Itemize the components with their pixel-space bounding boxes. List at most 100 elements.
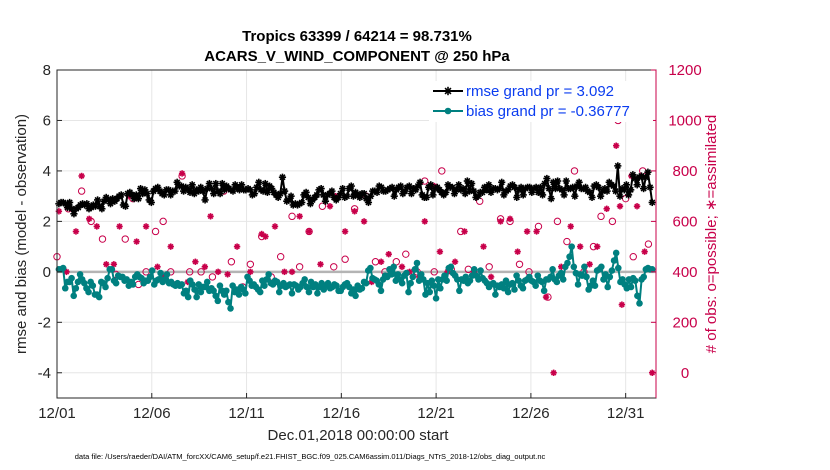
rmse-point-269	[633, 181, 641, 189]
bias-point-10	[76, 271, 84, 278]
obs-possible-point-58	[608, 217, 617, 226]
obs-assimilated-point-40	[398, 263, 406, 270]
left-axis-ticks: -4 -2 0 2 4 6 8	[38, 62, 62, 382]
bias-point-177	[430, 282, 438, 290]
bias-point-252	[589, 277, 597, 284]
rmse-point-247-stroke	[586, 189, 593, 196]
obs-possible-point-11	[159, 217, 167, 226]
rmse-point-163-stroke	[406, 182, 413, 190]
bias-point-160	[394, 271, 402, 278]
rmse-point-180	[442, 188, 450, 196]
bias-point-178	[432, 295, 440, 302]
rmse-point-40-stroke	[141, 186, 148, 193]
bias-point-211	[502, 277, 510, 284]
rmse-point-76-stroke	[219, 180, 226, 187]
rmse-point-168-stroke	[416, 179, 424, 186]
bias-point-240	[564, 259, 571, 267]
bias-point-23	[104, 274, 111, 282]
right-tick-label-0: 0	[681, 365, 689, 382]
obs-assimilated-point-67-stroke	[619, 301, 625, 308]
obs-assimilated-point-34-stroke	[342, 228, 348, 235]
bias-point-139	[350, 286, 357, 293]
obs-assimilated-point-7	[110, 261, 118, 268]
obs-possible-point-4	[98, 235, 107, 243]
bias-point-253	[591, 282, 599, 290]
bias-point-192	[462, 273, 470, 281]
rmse-point-68-stroke	[201, 196, 209, 204]
bias-point-180	[437, 284, 444, 292]
rmse-point-155-stroke	[389, 184, 396, 191]
rmse-point-261	[616, 192, 624, 200]
bias-point-122	[314, 289, 321, 297]
bias-point-215	[511, 286, 518, 293]
rmse-point-144	[364, 198, 373, 207]
rmse-point-134-stroke	[343, 193, 351, 200]
rmse-point-186-stroke	[455, 181, 462, 188]
bias-point-14	[85, 288, 92, 296]
obs-assimilated-point-27-stroke	[281, 269, 288, 275]
obs-assimilated-point-53-stroke	[507, 216, 513, 222]
bias-point-151	[375, 281, 383, 288]
rmse-point-228	[545, 184, 553, 193]
left-tick-label-3: 2	[43, 213, 51, 230]
obs-assimilated-point-12	[154, 263, 161, 270]
bias-point-157	[388, 271, 395, 278]
rmse-point-54	[171, 187, 179, 195]
obs-assimilated-point-56-stroke	[533, 228, 540, 235]
rmse-point-95-stroke	[260, 188, 267, 195]
bias-point-44	[148, 267, 156, 274]
obs-assimilated-point-6	[103, 261, 110, 268]
bias-point-88	[242, 289, 249, 297]
obs-assimilated-point-39	[385, 250, 392, 258]
rmse-point-36-stroke	[133, 191, 140, 198]
rmse-point-62	[188, 181, 196, 189]
obs-assimilated-point-55	[523, 228, 531, 235]
bias-point-216	[513, 272, 520, 279]
bias-point-131	[333, 282, 340, 290]
obs-assimilated-point-28-stroke	[289, 269, 295, 275]
obs-assimilated-point-24	[258, 230, 265, 238]
bias-point-257	[600, 276, 607, 283]
obs-assimilated-point-3	[78, 172, 85, 180]
obs-assimilated-point-29	[296, 213, 303, 220]
rmse-point-264-stroke	[623, 181, 630, 188]
x-axis-ticks: 12/01 12/06 12/11 12/16 12/21 12/26 12/31	[38, 393, 644, 422]
obs-assimilated-point-66-stroke	[617, 203, 623, 210]
obs-assimilated-point-14-stroke	[167, 243, 174, 250]
obs-assimilated-point-15-stroke	[179, 170, 185, 177]
rmse-point-124	[321, 197, 330, 205]
left-tick-label-5: 6	[43, 112, 51, 129]
legend-circle-marker-icon	[444, 107, 452, 115]
obs-assimilated-point-19	[207, 213, 214, 220]
rmse-point-274	[644, 168, 652, 176]
bias-point-145	[362, 279, 370, 287]
rmse-point-251-stroke	[595, 184, 602, 191]
obs-assimilated-point-8	[116, 223, 123, 230]
obs-assimilated-point-38	[377, 258, 385, 265]
rmse-point-225-stroke	[539, 191, 546, 198]
obs-assimilated-point-24-stroke	[258, 231, 265, 237]
bias-point-242	[568, 243, 575, 250]
bias-point-256	[598, 263, 605, 271]
x-tick-label-0: 12/01	[38, 405, 76, 422]
obs-assimilated-point-35	[351, 208, 358, 215]
rmse-point-113-stroke	[298, 199, 305, 206]
rmse-point-216	[519, 191, 527, 199]
bias-point-110	[288, 289, 296, 297]
legend: rmse grand pr = 3.092 bias grand pr = -0…	[429, 81, 653, 122]
obs-possible-point-10	[151, 227, 160, 236]
rmse-point-192	[468, 179, 476, 188]
obs-assimilated-point-58	[550, 369, 557, 376]
bias-point-219	[519, 284, 527, 292]
obs-assimilated-point-40-stroke	[399, 263, 405, 270]
obs-assimilated-point-54	[514, 248, 521, 255]
obs-possible-point-40	[438, 167, 446, 175]
rmse-point-20-stroke	[98, 205, 105, 212]
obs-assimilated-point-43-stroke	[421, 218, 428, 225]
obs-assimilated-point-38-stroke	[378, 258, 384, 265]
right-tick-label-2: 400	[672, 264, 697, 281]
bias-point-73	[210, 287, 217, 295]
obs-assimilated-point-50-stroke	[480, 243, 487, 250]
bias-point-43	[146, 273, 154, 281]
rmse-point-212-stroke	[511, 184, 518, 191]
